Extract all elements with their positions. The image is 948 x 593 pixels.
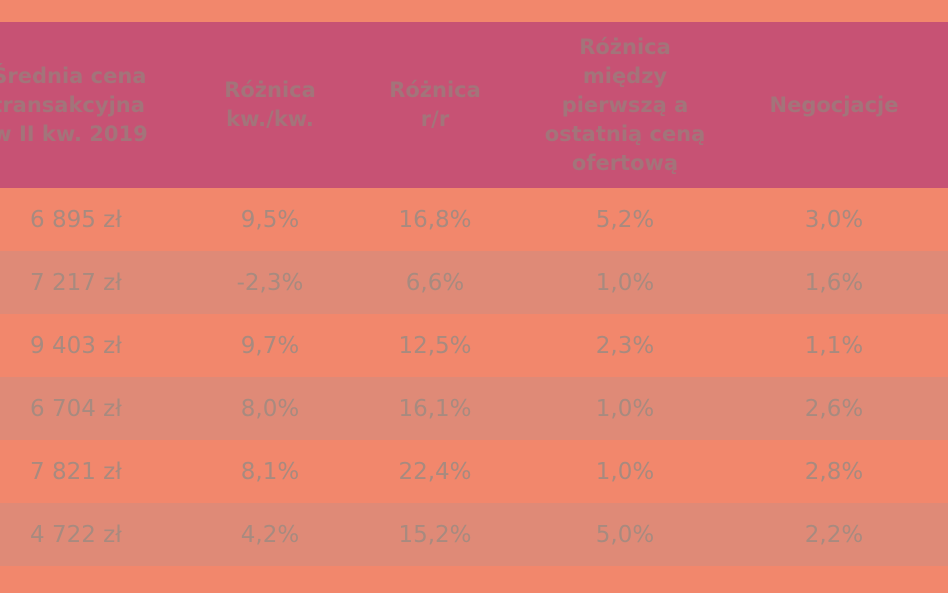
table-row: 6 895 zł 9,5% 16,8% 5,2% 3,0% <box>0 188 948 251</box>
cell-offer-price-difference: 2,3% <box>595 332 655 359</box>
cell-yoy-change: 16,1% <box>398 395 472 422</box>
table-header-row: Średnia cena transakcyjna w II kw. 2019 … <box>0 22 948 188</box>
cell-edge <box>908 440 948 503</box>
cell-negotiations: 3,0% <box>804 206 864 233</box>
cell-edge <box>908 188 948 251</box>
top-margin <box>0 0 948 22</box>
cell-edge <box>908 251 948 314</box>
cell-average-price: 4 722 zł <box>30 521 122 548</box>
cell-qoq-change: 8,0% <box>240 395 300 422</box>
price-comparison-table: Średnia cena transakcyjna w II kw. 2019 … <box>0 22 948 566</box>
table-row: 9 403 zł 9,7% 12,5% 2,3% 1,1% <box>0 314 948 377</box>
cell-yoy-change: 6,6% <box>405 269 465 296</box>
cell-yoy-change: 16,8% <box>398 206 472 233</box>
cell-offer-price-difference: 5,0% <box>595 521 655 548</box>
header-qoq-change: Różnica kw./kw. <box>224 78 316 131</box>
cell-offer-price-difference: 1,0% <box>595 395 655 422</box>
cell-qoq-change: 9,5% <box>240 206 300 233</box>
cell-average-price: 9 403 zł <box>30 332 122 359</box>
cell-yoy-change: 12,5% <box>398 332 472 359</box>
header-edge-cell <box>908 22 948 188</box>
table-row: 6 704 zł 8,0% 16,1% 1,0% 2,6% <box>0 377 948 440</box>
cell-qoq-change: 8,1% <box>240 458 300 485</box>
header-offer-price-difference: Różnica między pierwszą a ostatnią ceną … <box>544 34 706 175</box>
cell-edge <box>908 377 948 440</box>
header-negotiations: Negocjacje <box>769 92 899 117</box>
cell-offer-price-difference: 1,0% <box>595 269 655 296</box>
header-yoy-change: Różnica r/r <box>389 78 481 131</box>
cell-average-price: 7 217 zł <box>30 269 122 296</box>
cell-yoy-change: 15,2% <box>398 521 472 548</box>
bottom-margin <box>0 571 948 593</box>
cell-qoq-change: 9,7% <box>240 332 300 359</box>
cell-offer-price-difference: 5,2% <box>595 206 655 233</box>
cell-qoq-change: 4,2% <box>240 521 300 548</box>
table-row: 7 821 zł 8,1% 22,4% 1,0% 2,8% <box>0 440 948 503</box>
cell-qoq-change: -2,3% <box>236 269 304 296</box>
cell-average-price: 7 821 zł <box>30 458 122 485</box>
table-row: 7 217 zł -2,3% 6,6% 1,0% 1,6% <box>0 251 948 314</box>
cell-average-price: 6 704 zł <box>30 395 122 422</box>
cell-average-price: 6 895 zł <box>30 206 122 233</box>
cell-negotiations: 2,6% <box>804 395 864 422</box>
cell-yoy-change: 22,4% <box>398 458 472 485</box>
table-row: 4 722 zł 4,2% 15,2% 5,0% 2,2% <box>0 503 948 566</box>
header-average-price: Średnia cena transakcyjna w II kw. 2019 <box>0 63 148 146</box>
cell-offer-price-difference: 1,0% <box>595 458 655 485</box>
cell-edge <box>908 314 948 377</box>
cell-negotiations: 2,2% <box>804 521 864 548</box>
cell-negotiations: 2,8% <box>804 458 864 485</box>
cell-negotiations: 1,1% <box>804 332 864 359</box>
cell-negotiations: 1,6% <box>804 269 864 296</box>
cell-edge <box>908 503 948 566</box>
